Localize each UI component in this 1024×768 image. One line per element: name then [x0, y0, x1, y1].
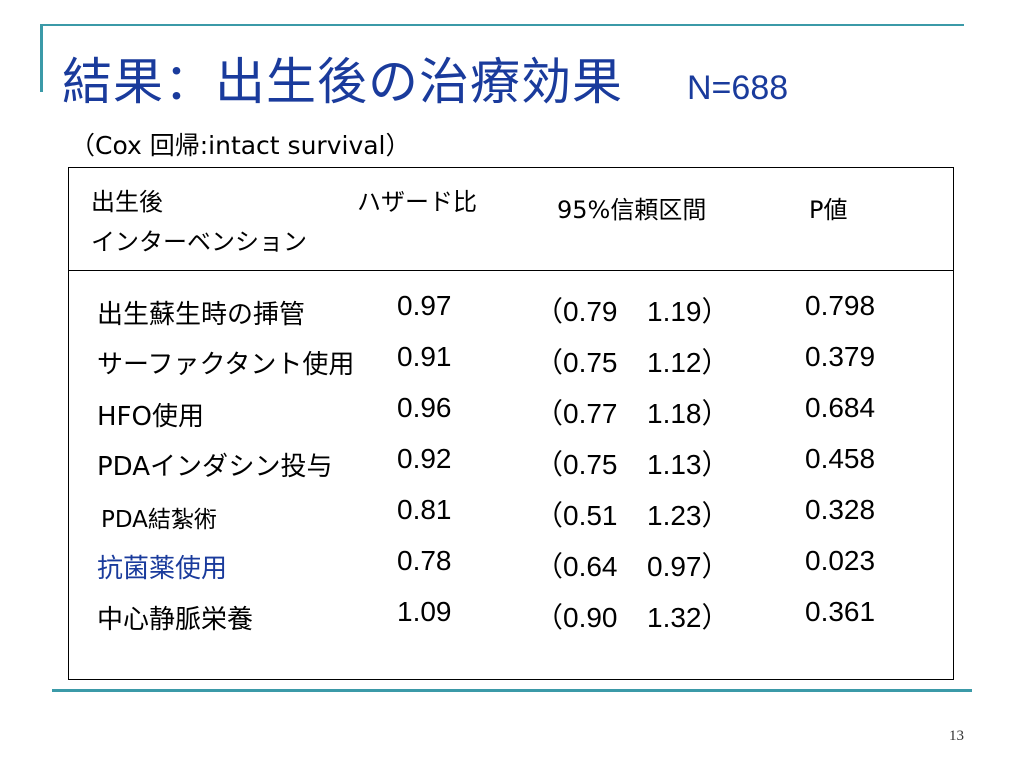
header-confidence-interval: 95%信頼区間	[557, 196, 707, 224]
row-hazard-ratio: 0.97	[397, 290, 452, 321]
header-hazard-ratio: ハザード比	[357, 188, 477, 216]
row-label: PDA結紮術	[101, 507, 217, 533]
row-label: 出生蘇生時の挿管	[97, 300, 306, 330]
header-p-value: P値	[809, 196, 848, 224]
top-rule	[40, 24, 964, 26]
row-ci-lower: （0.79	[535, 296, 618, 327]
row-ci-upper: 1.32）	[647, 602, 730, 633]
row-ci-upper: 1.19）	[647, 296, 730, 327]
row-ci-upper: 1.23）	[647, 500, 730, 531]
row-ci-upper: 1.13）	[647, 449, 730, 480]
row-p-value: 0.798	[805, 290, 876, 321]
row-ci-lower: （0.64	[535, 551, 618, 582]
row-p-value: 0.379	[805, 341, 876, 372]
row-p-value: 0.684	[805, 392, 876, 423]
row-label-highlighted: 抗菌薬使用	[97, 554, 228, 584]
row-p-value: 0.361	[805, 596, 876, 627]
left-accent-rule	[40, 24, 43, 92]
row-ci-lower: （0.75	[535, 347, 618, 378]
header-intervention-line2: インターベンション	[91, 228, 307, 256]
row-ci-lower: （0.51	[535, 500, 618, 531]
slide-title: 結果：出生後の治療効果 N=688	[62, 42, 788, 112]
row-label: HFO使用	[97, 402, 204, 432]
header-divider	[69, 270, 953, 271]
row-hazard-ratio: 0.78	[397, 545, 452, 576]
bottom-rule	[52, 689, 972, 692]
row-hazard-ratio: 0.96	[397, 392, 452, 423]
row-ci-upper: 0.97）	[647, 551, 730, 582]
row-p-value: 0.023	[805, 545, 876, 576]
sample-size-label: N=688	[687, 69, 789, 107]
row-hazard-ratio: 0.81	[397, 494, 452, 525]
row-ci-lower: （0.75	[535, 449, 618, 480]
row-p-value: 0.328	[805, 494, 876, 525]
title-text: 結果：出生後の治療効果	[62, 53, 623, 111]
row-p-value: 0.458	[805, 443, 876, 474]
page-number: 13	[949, 728, 964, 744]
row-ci-lower: （0.77	[535, 398, 618, 429]
row-label: PDAインダシン投与	[97, 452, 333, 482]
row-ci-upper: 1.18）	[647, 398, 730, 429]
row-label: サーファクタント使用	[97, 350, 355, 380]
row-ci-upper: 1.12）	[647, 347, 730, 378]
row-hazard-ratio: 1.09	[397, 596, 452, 627]
row-ci-lower: （0.90	[535, 602, 618, 633]
header-intervention-line1: 出生後	[91, 188, 163, 216]
row-hazard-ratio: 0.91	[397, 341, 452, 372]
row-hazard-ratio: 0.92	[397, 443, 452, 474]
row-label: 中心静脈栄養	[97, 605, 254, 635]
results-table: 出生後 インターベンション ハザード比 95%信頼区間 P値 出生蘇生時の挿管 …	[68, 167, 954, 680]
subtitle: （Cox 回帰:intact survival）	[70, 131, 411, 160]
